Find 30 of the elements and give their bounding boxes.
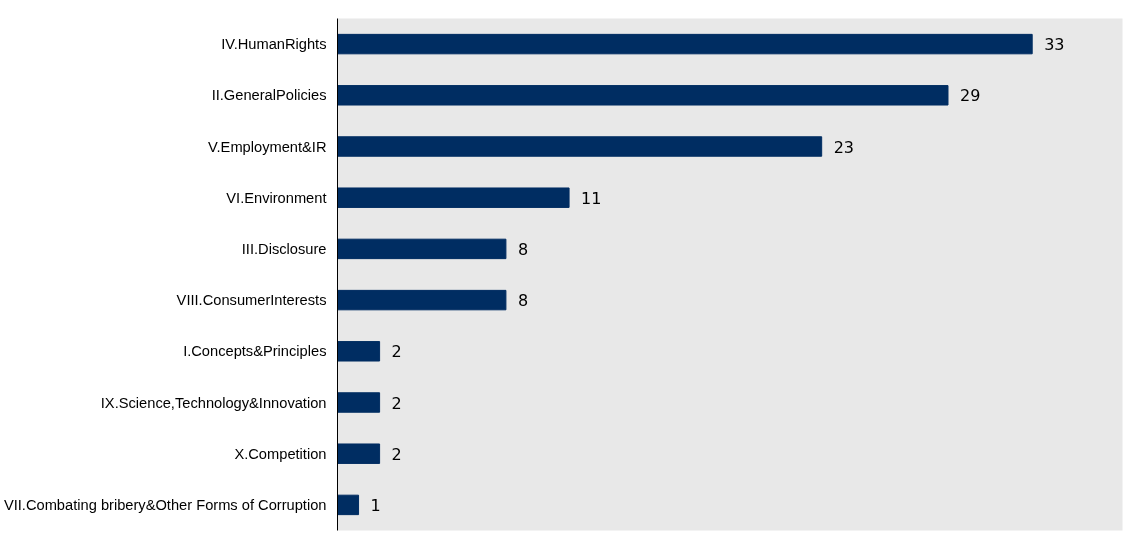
- bar: [337, 494, 360, 516]
- data-label: 29: [959, 86, 981, 106]
- data-label: 8: [517, 291, 529, 311]
- bar: [337, 392, 381, 413]
- bar: [337, 33, 1033, 55]
- y-tick-label: III.Disclosure: [241, 240, 327, 257]
- bar: [337, 187, 570, 208]
- y-tick-label: VII.Combating bribery&Other Forms of Corruption: [3, 496, 327, 513]
- y-tick-label: VIII.ConsumerInterests: [176, 292, 327, 309]
- y-tick-label: I.Concepts&Principles: [183, 343, 327, 360]
- bar: [337, 341, 381, 362]
- y-tick-label: II.GeneralPolicies: [211, 87, 327, 104]
- bar: [337, 238, 507, 260]
- data-label: 11: [581, 188, 602, 208]
- data-label: 33: [1044, 35, 1065, 55]
- data-label: 2: [391, 444, 402, 464]
- bar: [337, 289, 507, 311]
- y-tick-label: V.Employment&IR: [208, 138, 327, 155]
- data-label: 2: [391, 393, 402, 413]
- y-tick-label: IV.HumanRights: [221, 36, 327, 53]
- data-label: 8: [517, 239, 529, 259]
- y-tick-label: IX.Science,Technology&Innovation: [100, 394, 327, 411]
- data-label: 2: [391, 342, 402, 362]
- data-label: 1: [370, 495, 381, 515]
- y-tick-label: X.Competition: [234, 445, 327, 462]
- y-tick-label: VI.Environment: [226, 189, 327, 206]
- bar: [337, 136, 823, 157]
- bar: [337, 85, 949, 106]
- data-label: 23: [833, 137, 855, 157]
- bar: [337, 443, 381, 464]
